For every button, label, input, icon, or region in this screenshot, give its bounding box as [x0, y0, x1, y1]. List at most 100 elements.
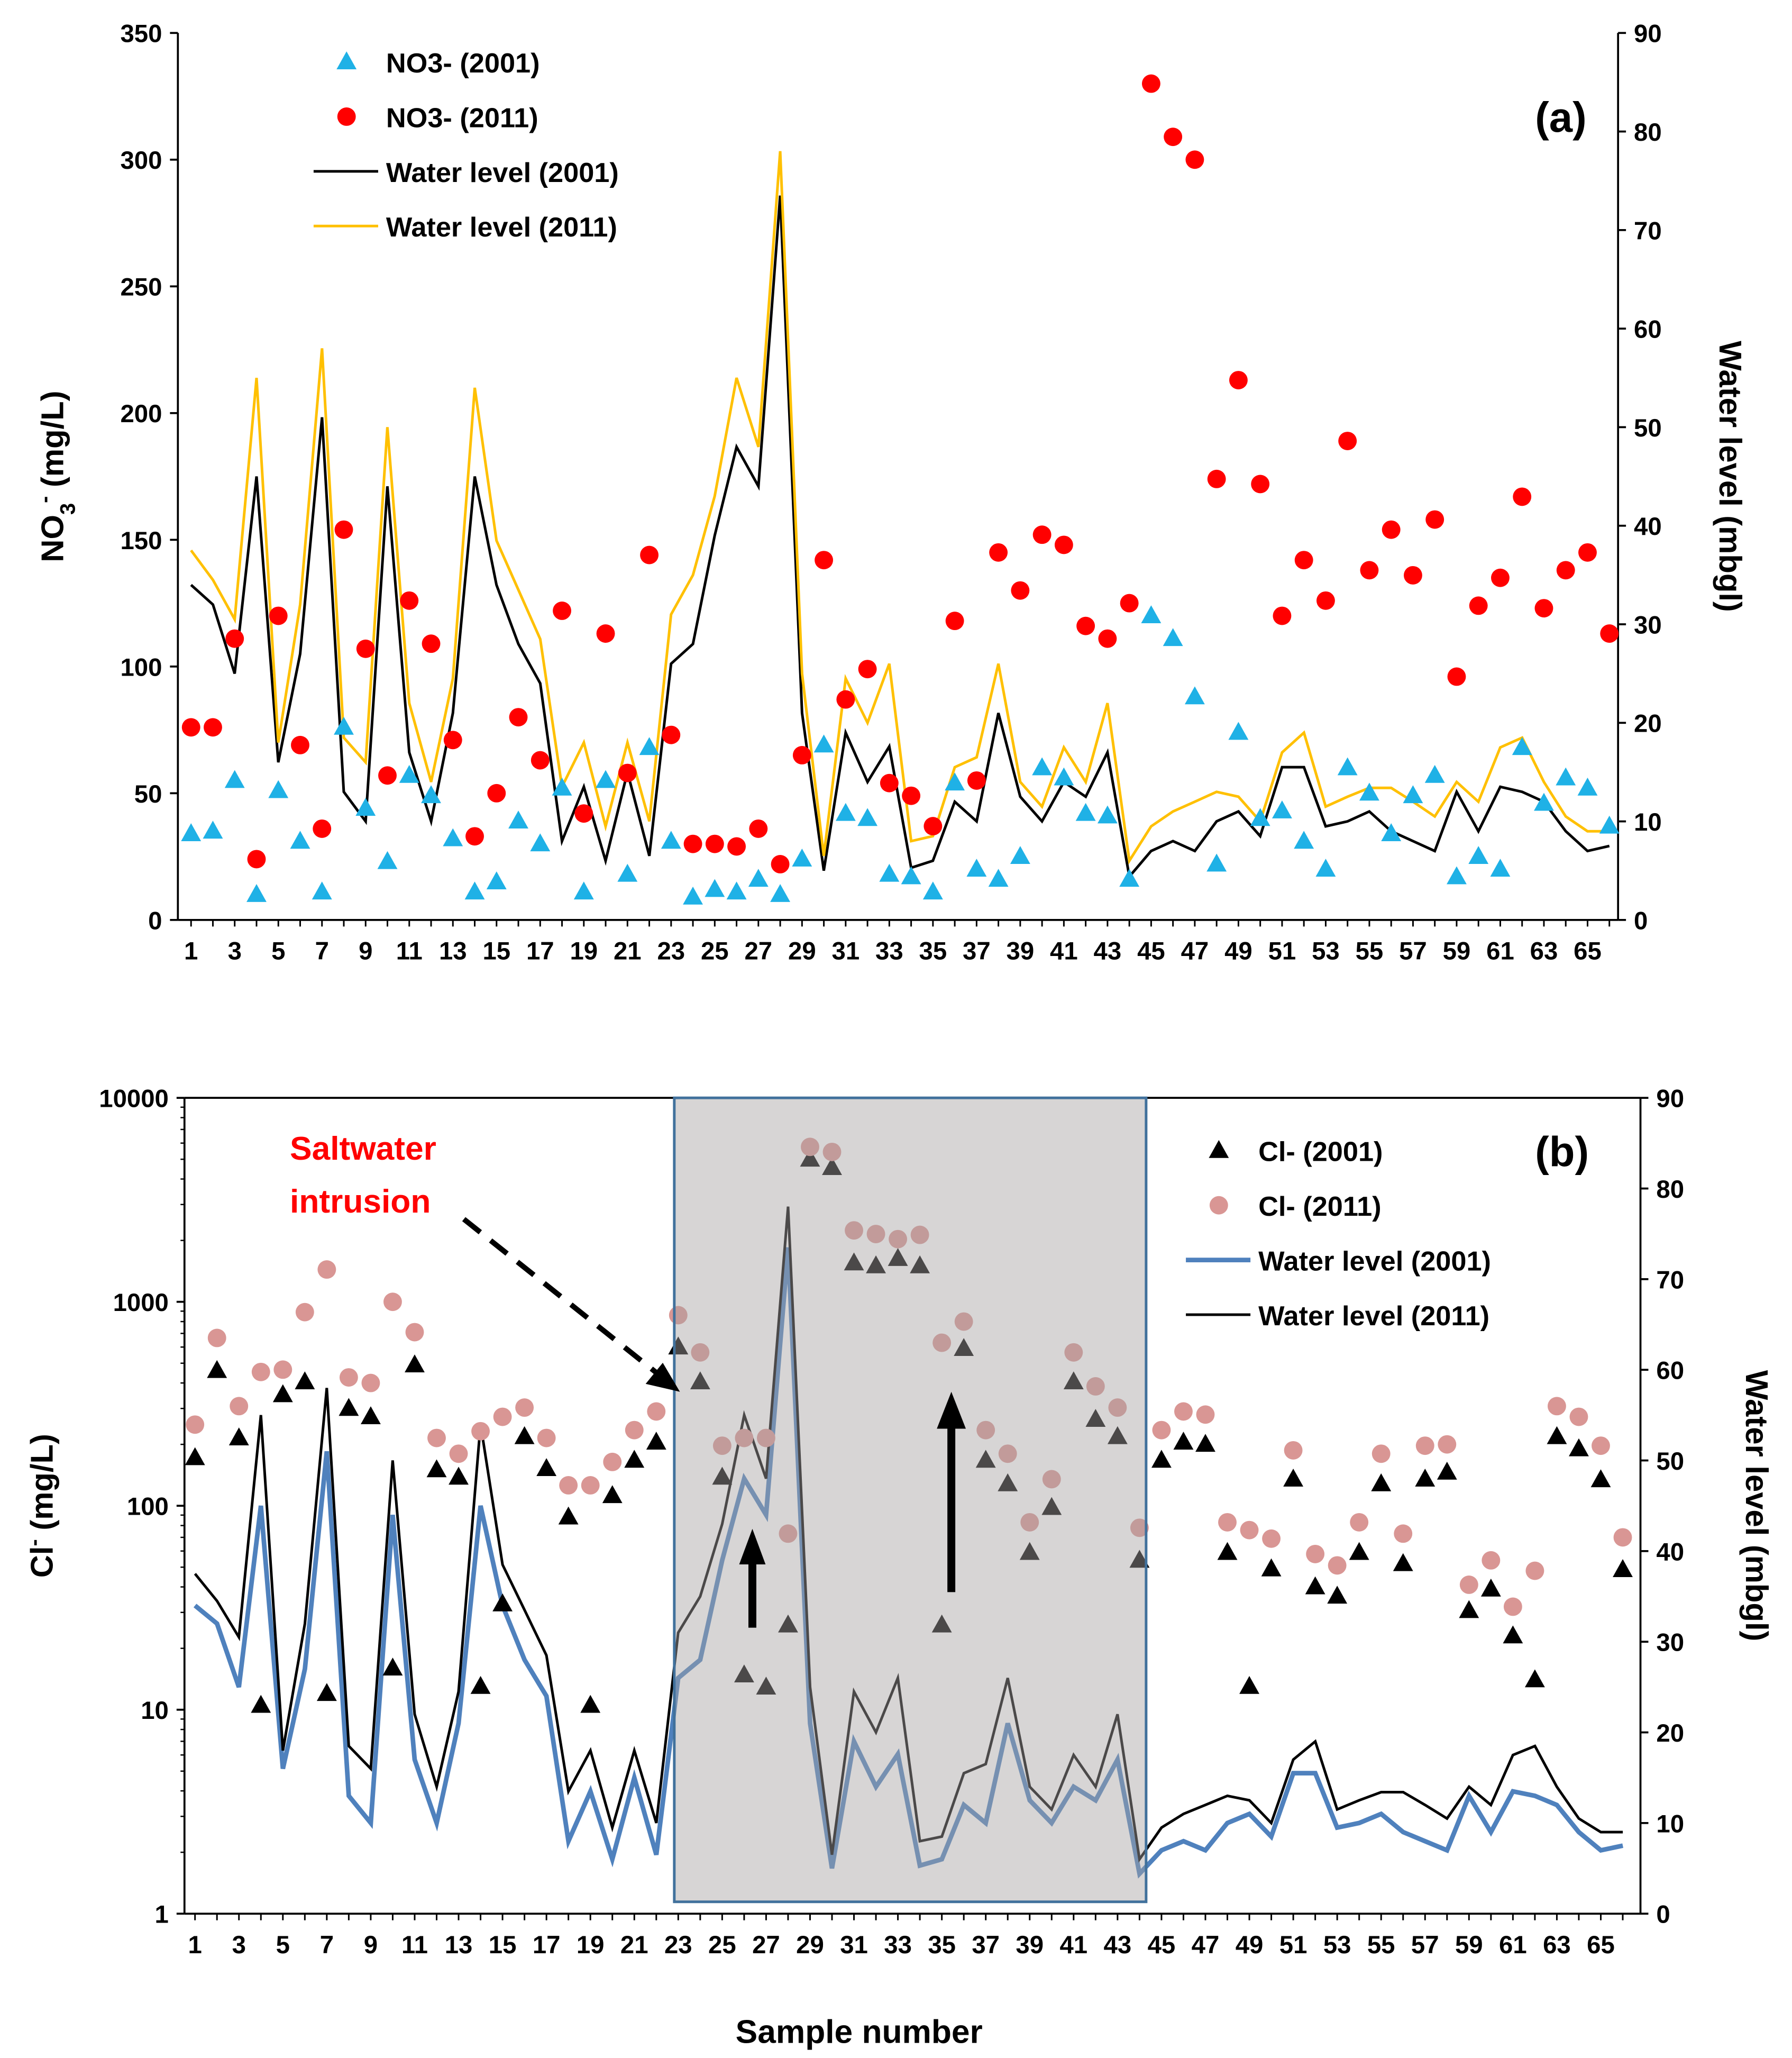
data-point-triangle — [756, 1677, 776, 1695]
data-point-triangle — [334, 716, 354, 735]
data-point-triangle — [1359, 782, 1379, 801]
data-point-circle — [471, 1422, 490, 1441]
data-point-triangle — [966, 859, 987, 877]
data-point-circle — [422, 634, 441, 653]
x-axis-title: Sample number — [736, 2014, 983, 2050]
data-point-triangle — [617, 863, 638, 882]
x-tick-label: 49 — [1236, 1931, 1264, 1959]
data-point-circle — [378, 766, 397, 785]
x-tick-label: 53 — [1323, 1931, 1351, 1959]
x-tick-label: 61 — [1486, 937, 1514, 966]
data-point-triangle — [1294, 831, 1314, 849]
right-tick-label: 70 — [1656, 1266, 1684, 1294]
right-tick-label: 0 — [1634, 907, 1648, 935]
data-point-triangle — [690, 1371, 710, 1389]
data-point-circle — [295, 1303, 314, 1322]
data-point-circle — [1556, 561, 1575, 580]
data-point-circle — [683, 834, 702, 853]
data-point-triangle — [573, 881, 594, 900]
data-point-circle — [1240, 1520, 1259, 1540]
data-point-triangle — [1283, 1469, 1304, 1487]
data-point-circle — [603, 1452, 622, 1471]
data-point-circle — [427, 1428, 446, 1447]
data-point-circle — [356, 639, 375, 658]
x-tick-label: 37 — [963, 937, 991, 966]
data-point-circle — [1306, 1544, 1325, 1563]
right-tick-label: 70 — [1634, 217, 1662, 245]
data-point-triangle — [770, 884, 791, 902]
data-point-circle — [1218, 1513, 1237, 1532]
data-point-circle — [1032, 525, 1052, 544]
x-tick-label: 55 — [1367, 1931, 1395, 1959]
x-tick-label: 43 — [1094, 937, 1122, 966]
x-tick-label: 57 — [1411, 1931, 1439, 1959]
data-point-circle — [383, 1292, 402, 1312]
x-tick-label: 23 — [657, 937, 685, 966]
data-point-circle — [1525, 1561, 1544, 1580]
data-point-circle — [1382, 520, 1401, 539]
data-point-circle — [251, 1362, 270, 1381]
data-point-triangle — [1163, 628, 1183, 646]
data-point-circle — [1262, 1529, 1281, 1548]
data-point-circle — [771, 855, 790, 873]
data-point-triangle — [1468, 846, 1489, 864]
left-tick-label: 100 — [127, 1493, 169, 1521]
data-point-circle — [735, 1428, 754, 1447]
data-point-circle — [1196, 1405, 1215, 1424]
data-point-circle — [559, 1476, 578, 1495]
data-point-triangle — [1524, 1669, 1545, 1688]
data-point-circle — [1469, 596, 1488, 615]
data-point-triangle — [1228, 722, 1249, 740]
left-axis-title: Cl- (mg/L) — [23, 1434, 60, 1578]
x-tick-label: 63 — [1543, 1931, 1571, 1959]
data-point-circle — [640, 545, 659, 564]
dashed-arrow-head-icon — [645, 1362, 680, 1392]
x-tick-label: 33 — [884, 1931, 912, 1959]
panel-a: 0 50 100 150 200 250 300 350 0 10 20 30 40 50 60 70 80 90… — [33, 20, 1748, 966]
data-point-triangle — [355, 798, 376, 816]
data-point-circle — [1185, 150, 1204, 169]
data-point-circle — [574, 804, 593, 823]
data-point-circle — [1394, 1524, 1413, 1543]
data-point-circle — [207, 1328, 226, 1347]
x-tick-label: 19 — [570, 937, 598, 966]
annotation-saltwater: Saltwater — [290, 1131, 436, 1167]
data-point-triangle — [290, 831, 310, 849]
x-tick-label: 11 — [396, 937, 423, 966]
data-point-triangle — [683, 886, 703, 905]
right-axis-title: Water level (mbgl) — [1739, 1370, 1775, 1642]
x-tick-label: 27 — [744, 937, 772, 966]
data-point-triangle — [1151, 1450, 1172, 1468]
x-tick-label: 45 — [1148, 1931, 1176, 1959]
data-point-triangle — [888, 1247, 908, 1266]
data-point-triangle — [316, 1683, 337, 1701]
data-point-triangle — [602, 1485, 623, 1504]
x-tick-label: 17 — [526, 937, 554, 966]
data-point-circle — [1284, 1441, 1303, 1460]
dashed-arrow-line — [462, 1217, 661, 1377]
right-axis-title: Water level (mbgl) — [1713, 341, 1748, 612]
data-point-circle — [1054, 535, 1073, 554]
data-point-triangle — [857, 808, 878, 826]
data-point-triangle — [1459, 1600, 1479, 1618]
x-tick-label: 15 — [482, 937, 510, 966]
data-point-triangle — [377, 851, 398, 869]
data-point-circle — [1316, 591, 1335, 610]
data-point-triangle — [1403, 785, 1423, 804]
saltwater-intrusion-highlight-box — [673, 1096, 1148, 1904]
data-point-triangle — [295, 1371, 315, 1389]
data-point-circle — [749, 819, 768, 838]
data-point-triangle — [1261, 1558, 1282, 1577]
data-point-triangle — [1349, 1542, 1369, 1560]
data-point-triangle — [1415, 1469, 1436, 1487]
data-point-circle — [1108, 1398, 1127, 1417]
left-tick-label: 100 — [120, 653, 162, 681]
data-point-triangle — [1393, 1553, 1413, 1571]
x-tick-label: 17 — [533, 1931, 561, 1959]
left-tick-label: 10000 — [99, 1085, 169, 1113]
data-point-triangle — [443, 828, 463, 846]
data-point-circle — [339, 1368, 358, 1387]
data-point-triangle — [1327, 1586, 1348, 1604]
data-point-circle — [1141, 74, 1160, 93]
